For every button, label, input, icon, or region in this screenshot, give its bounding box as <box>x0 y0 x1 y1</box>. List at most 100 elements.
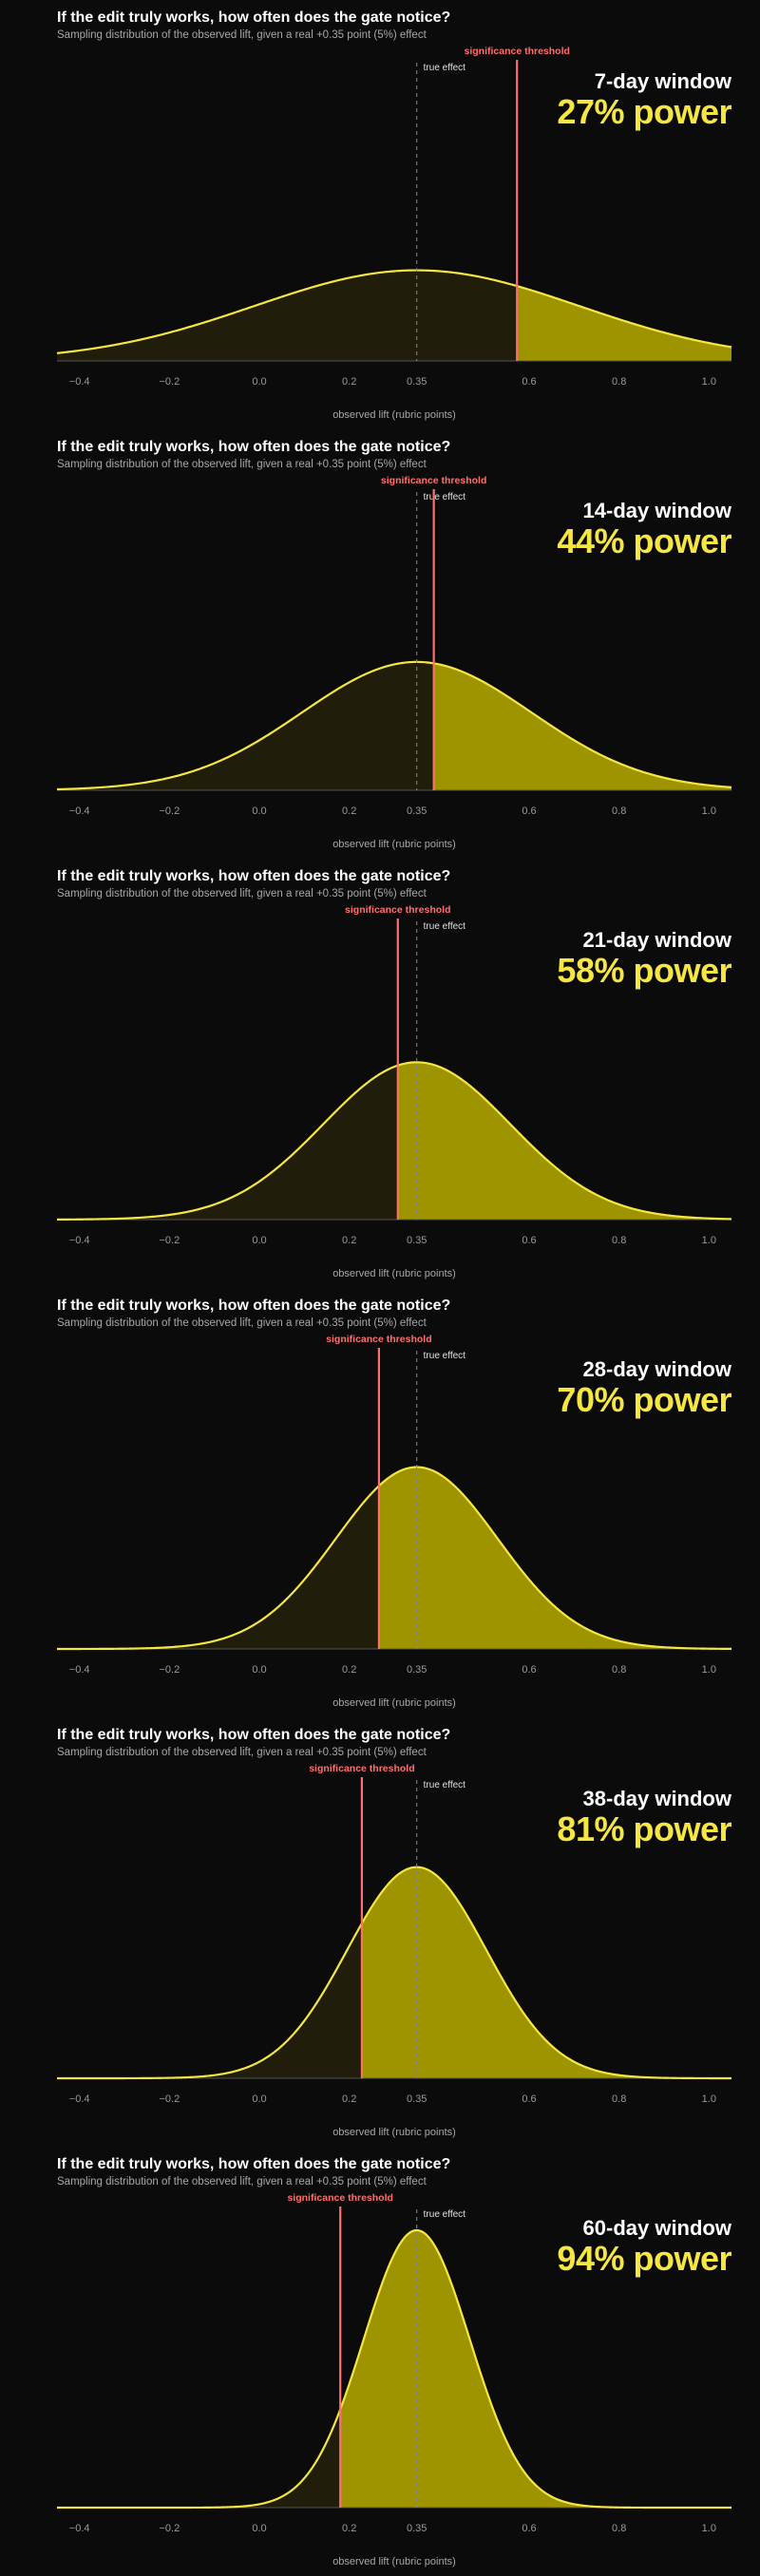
x-tick-label: −0.2 <box>159 2523 180 2534</box>
power-label: 70% power <box>557 1380 732 1419</box>
power-region <box>378 1467 732 1649</box>
distribution-plot: true effect significance threshold −0.4 −0.… <box>56 904 732 1279</box>
chart-subtitle: Sampling distribution of the observed li… <box>57 1317 427 1329</box>
x-tick-label: 0.6 <box>522 1235 536 1246</box>
chart-subtitle: Sampling distribution of the observed li… <box>57 29 427 41</box>
x-tick-label: −0.2 <box>159 805 180 817</box>
x-tick-label: −0.4 <box>69 1664 90 1676</box>
x-tick-label: 0.8 <box>612 2093 626 2105</box>
threshold-label: significance threshold <box>309 1763 414 1774</box>
x-tick-label: 0.0 <box>252 805 266 817</box>
density-curve <box>57 2228 732 2510</box>
distribution-plot: true effect significance threshold −0.4 −0.… <box>57 1763 732 2138</box>
distribution-plot: true effect significance threshold −0.4 −0.… <box>57 2192 732 2567</box>
x-tick-label: −0.4 <box>69 805 90 817</box>
chart-panel: If the edit truly works, how often does … <box>0 1288 760 1717</box>
chart-subtitle: Sampling distribution of the observed li… <box>57 2176 427 2188</box>
true-effect-label: true effect <box>424 1780 466 1790</box>
chart-subtitle: Sampling distribution of the observed li… <box>57 1747 427 1758</box>
chart-title: If the edit truly works, how often does … <box>57 1297 451 1314</box>
threshold-label: significance threshold <box>464 46 569 57</box>
x-tick-label: 0.35 <box>407 1235 427 1246</box>
x-tick-label: −0.4 <box>69 2523 90 2534</box>
x-tick-label: 0.6 <box>522 2523 536 2534</box>
chart-panel: If the edit truly works, how often does … <box>0 859 760 1288</box>
x-axis-label: observed lift (rubric points) <box>332 2127 456 2138</box>
x-tick-label: 0.8 <box>612 376 626 388</box>
x-axis-label: observed lift (rubric points) <box>332 839 456 850</box>
x-tick-label: 0.0 <box>252 2523 266 2534</box>
window-label: 28-day window <box>582 1357 732 1381</box>
x-tick-label: 0.6 <box>522 376 536 388</box>
x-tick-label: 0.8 <box>612 1664 626 1676</box>
x-tick-label: 0.0 <box>252 2093 266 2105</box>
window-label: 21-day window <box>582 928 732 952</box>
chart-panel: If the edit truly works, how often does … <box>0 1717 760 2147</box>
power-label: 58% power <box>557 951 732 990</box>
x-tick-label: −0.2 <box>159 1664 180 1676</box>
power-region <box>397 1062 732 1220</box>
x-tick-label: 0.0 <box>252 1664 266 1676</box>
x-tick-label: 0.0 <box>252 376 266 388</box>
density-curve <box>57 1866 732 2080</box>
density-curve <box>56 660 732 791</box>
chart-title: If the edit truly works, how often does … <box>57 1727 451 1743</box>
chart-panel: If the edit truly works, how often does … <box>0 0 760 429</box>
power-region <box>361 1866 732 2078</box>
x-tick-label: 1.0 <box>702 376 716 388</box>
density-curve <box>56 1061 732 1221</box>
x-tick-label: 0.2 <box>342 1664 356 1676</box>
x-tick-label: 0.2 <box>342 2523 356 2534</box>
distribution-plot: true effect significance threshold −0.4 −0.… <box>57 1334 732 1709</box>
x-tick-label: 0.0 <box>252 1235 266 1246</box>
x-tick-label: 0.6 <box>522 805 536 817</box>
x-axis-label: observed lift (rubric points) <box>332 409 456 421</box>
x-tick-label: 0.2 <box>342 376 356 388</box>
x-tick-label: 0.35 <box>407 376 427 388</box>
x-axis-label: observed lift (rubric points) <box>332 1697 456 1709</box>
miss-region <box>57 270 518 361</box>
threshold-label: significance threshold <box>287 2192 392 2204</box>
power-label: 27% power <box>557 92 732 131</box>
true-effect-label: true effect <box>424 492 466 502</box>
chart-panel: If the edit truly works, how often does … <box>0 429 760 859</box>
x-tick-label: −0.2 <box>159 376 180 388</box>
x-tick-label: −0.4 <box>69 376 90 388</box>
chart-title: If the edit truly works, how often does … <box>57 868 451 884</box>
density-curve <box>57 1466 732 1651</box>
window-label: 38-day window <box>582 1787 732 1810</box>
x-tick-label: 1.0 <box>702 1235 716 1246</box>
x-axis-label: observed lift (rubric points) <box>332 1268 456 1279</box>
x-tick-label: 0.6 <box>522 1664 536 1676</box>
distribution-plot: true effect significance threshold −0.4 −0.… <box>56 46 732 421</box>
miss-region <box>57 661 434 790</box>
power-label: 44% power <box>557 521 732 560</box>
x-tick-label: 0.8 <box>612 1235 626 1246</box>
x-tick-label: 0.2 <box>342 2093 356 2105</box>
x-tick-label: 0.2 <box>342 805 356 817</box>
window-label: 14-day window <box>582 499 732 522</box>
x-tick-label: 0.35 <box>407 2093 427 2105</box>
x-tick-label: 1.0 <box>702 2093 716 2105</box>
distribution-plot: true effect significance threshold −0.4 −0.… <box>56 475 732 850</box>
chart-title: If the edit truly works, how often does … <box>57 2156 451 2172</box>
x-axis-label: observed lift (rubric points) <box>332 2556 456 2567</box>
threshold-label: significance threshold <box>326 1334 431 1345</box>
x-tick-label: 0.8 <box>612 2523 626 2534</box>
window-label: 7-day window <box>594 69 732 93</box>
x-tick-label: 0.35 <box>407 1664 427 1676</box>
chart-title: If the edit truly works, how often does … <box>57 9 451 26</box>
x-tick-label: 0.6 <box>522 2093 536 2105</box>
density-curve <box>56 269 732 354</box>
window-label: 60-day window <box>582 2216 732 2240</box>
power-label: 94% power <box>557 2239 732 2278</box>
true-effect-label: true effect <box>424 1351 466 1361</box>
power-region <box>433 663 732 790</box>
power-region <box>340 2230 732 2508</box>
x-tick-label: −0.4 <box>69 2093 90 2105</box>
x-tick-label: 0.2 <box>342 1235 356 1246</box>
miss-region <box>57 2409 341 2508</box>
miss-region <box>57 1065 398 1220</box>
x-tick-label: −0.2 <box>159 2093 180 2105</box>
x-tick-label: −0.2 <box>159 1235 180 1246</box>
